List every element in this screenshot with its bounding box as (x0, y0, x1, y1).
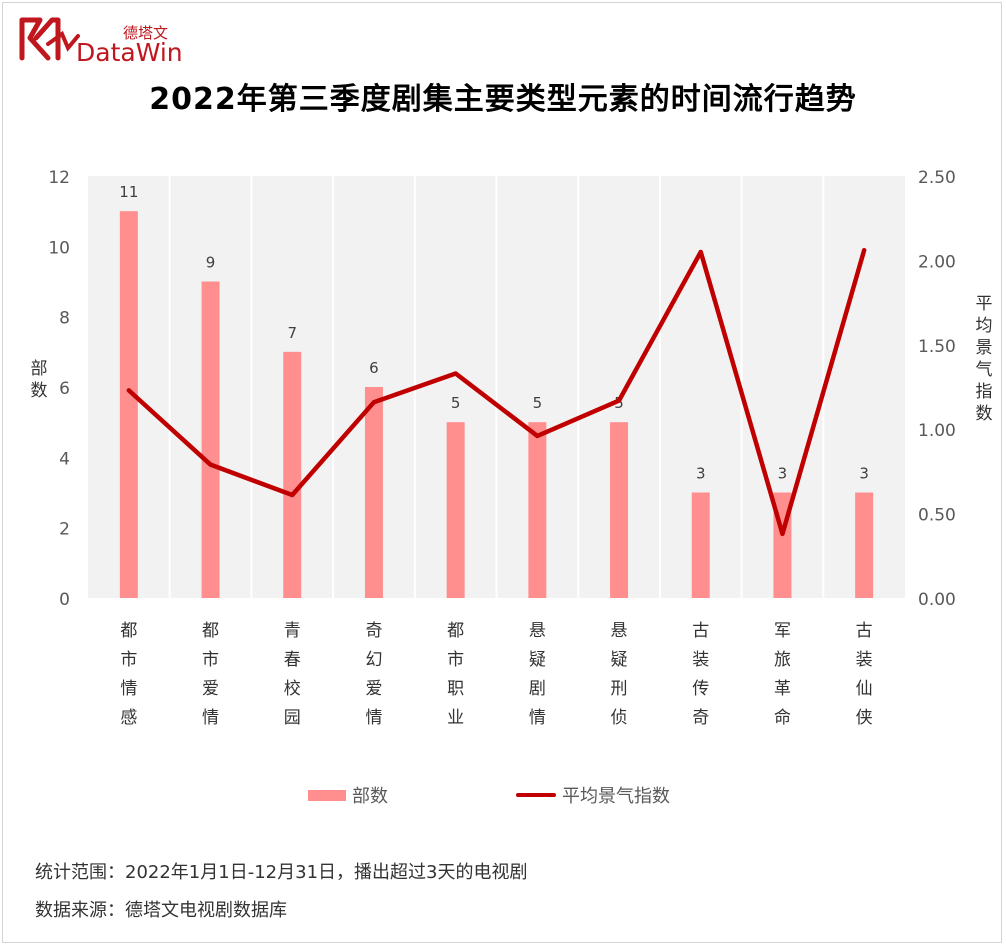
legend-line-swatch (516, 793, 556, 797)
legend-item-bar: 部数 (308, 782, 388, 808)
bar-value-label: 3 (696, 465, 706, 483)
y-left-tick-label: 0 (59, 590, 70, 610)
line-point (698, 249, 703, 254)
logo-brand-en: DataWin (76, 38, 183, 67)
x-category-label: 都市爱情 (202, 621, 219, 728)
y-right-tick-label: 1.00 (918, 421, 956, 441)
y-right-tick-label: 2.50 (918, 168, 956, 188)
y-left-tick-label: 12 (48, 168, 70, 188)
x-category-label: 古装传奇 (692, 621, 709, 728)
legend-bar-swatch (308, 789, 346, 801)
combo-chart: 0 2 4 6 8 10 12 0.00 0.50 1.00 1.50 2.00 2.50 部数 平均景气指… (31, 168, 993, 728)
x-category-label: 古装仙侠 (856, 621, 873, 728)
bar-value-label: 11 (119, 183, 138, 201)
line-series-景气指数 (126, 248, 867, 537)
y-left-tick-label: 4 (59, 449, 70, 469)
line-point (453, 371, 458, 376)
x-category-label: 悬疑刑侦 (611, 621, 628, 728)
x-category-label: 悬疑剧情 (529, 621, 546, 728)
x-category-label: 军旅革命 (774, 621, 791, 728)
footnote-source: 数据来源：德塔文电视剧数据库 (35, 900, 287, 921)
bar-value-label: 7 (287, 324, 297, 342)
bar-value-label: 5 (533, 394, 543, 412)
bar (691, 492, 710, 598)
legend-bar-label: 部数 (352, 786, 388, 807)
line-point (535, 433, 540, 438)
bar (528, 422, 547, 598)
line-point (290, 493, 295, 498)
y-left-tick-label: 6 (59, 379, 70, 399)
bar (119, 211, 138, 598)
bar (364, 387, 383, 598)
x-category-label: 奇幻爱情 (365, 621, 382, 728)
bar (446, 422, 465, 598)
x-category-label: 都市情感 (120, 621, 137, 728)
y-right-tick-label: 2.00 (918, 252, 956, 272)
line-point (862, 248, 867, 253)
bar-value-label: 3 (778, 465, 788, 483)
y-left-axis-title: 部数 (31, 359, 48, 401)
line-point (208, 462, 213, 467)
bar-value-label: 5 (614, 394, 624, 412)
x-category-label: 都市职业 (447, 621, 464, 728)
logo-brand-cn: 德塔文 (123, 24, 169, 42)
bar-value-label: 3 (859, 465, 869, 483)
y-left-tick-label: 10 (48, 238, 70, 258)
legend-item-line: 平均景气指数 (516, 782, 670, 808)
y-left-tick-label: 8 (59, 309, 70, 329)
line-point (780, 531, 785, 536)
legend-line-label: 平均景气指数 (562, 786, 670, 807)
y-right-tick-label: 1.50 (918, 337, 956, 357)
chart-title: 2022年第三季度剧集主要类型元素的时间流行趋势 (149, 82, 857, 117)
bar-value-label: 5 (451, 394, 461, 412)
datawin-logo (19, 17, 80, 61)
bar (610, 422, 629, 598)
bar (855, 492, 874, 598)
bar-value-label: 9 (206, 254, 216, 272)
y-right-tick-label: 0.00 (918, 590, 956, 610)
line-point (126, 388, 131, 393)
bar (201, 281, 220, 598)
bar (283, 351, 302, 598)
footnote-scope: 统计范围：2022年1月1日-12月31日，播出超过3天的电视剧 (35, 862, 528, 883)
y-right-axis-title: 平均景气指数 (976, 294, 993, 424)
y-right-tick-label: 0.50 (918, 506, 956, 526)
x-category-label: 青春校园 (284, 621, 301, 728)
bar-value-label: 6 (369, 359, 379, 377)
y-left-tick-label: 2 (59, 520, 70, 540)
line-point (617, 398, 622, 403)
line-point (371, 400, 376, 405)
